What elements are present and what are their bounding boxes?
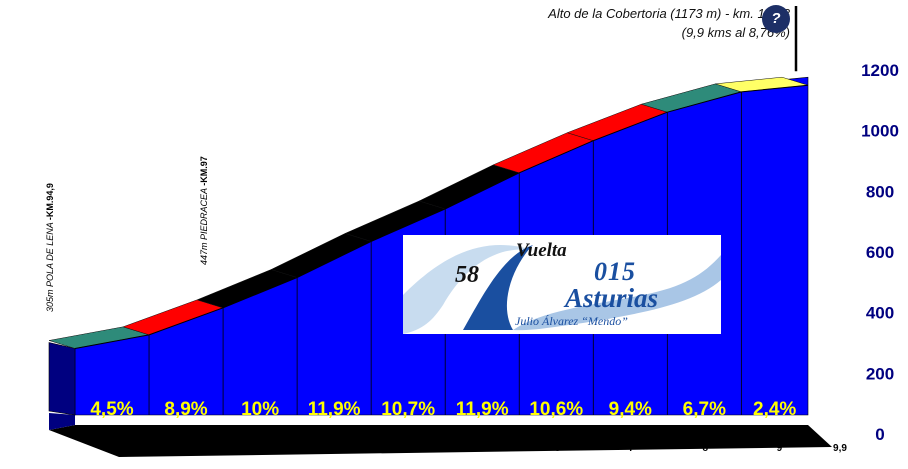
gradient-label: 10% bbox=[241, 399, 279, 420]
x-tick-label: 6 bbox=[554, 443, 560, 454]
x-tick-label: 9,9 bbox=[833, 443, 847, 454]
gradient-label: 9,4% bbox=[609, 399, 652, 420]
profile-side-face bbox=[48, 342, 76, 416]
profile-header: Alto de la Cobertoria (1173 m) - km. 104… bbox=[548, 4, 790, 42]
race-logo bbox=[403, 235, 721, 334]
gradient-label: 4,5% bbox=[90, 399, 133, 420]
annotation-label: 305m POLA DE LENA -KM.94,9 bbox=[45, 183, 55, 312]
y-tick-label: 200 bbox=[866, 364, 894, 383]
x-tick-label: 5 bbox=[480, 443, 486, 454]
logo-swoosh-icon bbox=[403, 245, 721, 334]
annotation-km: -KM.97 bbox=[199, 156, 209, 186]
gradient-label: 10,6% bbox=[529, 399, 583, 420]
x-tick-label: 4 bbox=[406, 443, 412, 454]
annotations: 305m POLA DE LENA -KM.94,9 447m PIEDRACEA… bbox=[45, 156, 209, 312]
gradient-label: 2,4% bbox=[753, 399, 796, 420]
gradient-label: 11,9% bbox=[308, 399, 361, 420]
logo-word-asturias: Asturias bbox=[565, 283, 659, 313]
x-tick-label: 0 bbox=[110, 443, 116, 454]
x-tick-label: 2 bbox=[258, 443, 264, 454]
road-side bbox=[49, 413, 75, 430]
x-axis: 0 1 2 3 4 5 6 7 8 9 9,9 bbox=[110, 443, 847, 454]
y-tick-label: 0 bbox=[875, 425, 884, 444]
annotation-km: -KM.94,9 bbox=[45, 183, 55, 220]
gradient-label: 10,7% bbox=[381, 399, 435, 420]
x-tick-label: 8 bbox=[703, 443, 709, 454]
y-tick-label: 600 bbox=[866, 243, 894, 262]
x-tick-label: 9 bbox=[777, 443, 783, 454]
road-base bbox=[49, 413, 832, 457]
y-axis: 0 200 400 600 800 1000 1200 bbox=[861, 61, 899, 444]
x-tick-label: 1 bbox=[184, 443, 190, 454]
y-tick-label: 1000 bbox=[861, 122, 899, 141]
cyclist-logo-icon: ? bbox=[762, 5, 790, 33]
profile-title: Alto de la Cobertoria (1173 m) - km. 104… bbox=[548, 6, 790, 21]
profile-subtitle: (9,9 kms al 8,76%) bbox=[681, 25, 790, 40]
gradient-label: 6,7% bbox=[683, 399, 726, 420]
gradient-label: 11,9% bbox=[456, 399, 509, 420]
logo-year: 015 bbox=[594, 257, 636, 286]
annotation-label: 447m PIEDRACEA -KM.97 bbox=[199, 156, 209, 265]
x-tick-label: 7 bbox=[629, 443, 635, 454]
logo-subtitle: Julio Álvarez “Mendo” bbox=[515, 314, 628, 328]
x-tick-label: 3 bbox=[332, 443, 338, 454]
y-tick-label: 400 bbox=[866, 304, 894, 323]
gradient-labels: 4,5% 8,9% 10% 11,9% 10,7% 11,9% 10,6% 9,4% 6,7% 2… bbox=[90, 399, 796, 420]
logo-number: 58 bbox=[455, 262, 479, 288]
gradient-label: 8,9% bbox=[164, 399, 207, 420]
road-strip bbox=[49, 425, 832, 457]
logo-word-vuelta: Vuelta bbox=[516, 240, 567, 261]
y-tick-label: 1200 bbox=[861, 61, 899, 80]
y-tick-label: 800 bbox=[866, 182, 894, 201]
